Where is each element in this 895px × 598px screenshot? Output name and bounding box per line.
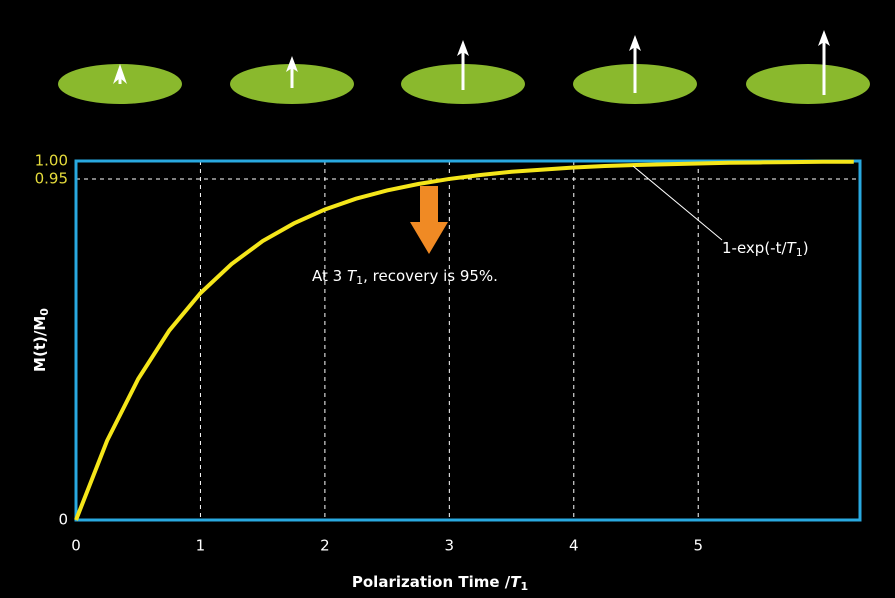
curve-label-part: 1 bbox=[796, 246, 803, 259]
curve-label: 1-exp(-t/T1) bbox=[722, 239, 809, 260]
curve-label-part: 1-exp(-t/ bbox=[722, 239, 787, 257]
x-tick-label: 3 bbox=[445, 537, 455, 555]
plot-area: 0 1 2 3 4 5 0 0.951.00 bbox=[35, 152, 862, 555]
y-tick-label: 1.00 bbox=[35, 152, 68, 170]
spin-arrows bbox=[113, 30, 830, 95]
x-label-part: T bbox=[510, 573, 522, 591]
disc bbox=[746, 64, 870, 104]
annotation-part: , recovery is 95%. bbox=[363, 267, 498, 285]
x-label-part: 1 bbox=[520, 580, 528, 593]
arrow-head bbox=[629, 35, 641, 51]
y-axis-label: M(t)/M0 bbox=[31, 308, 52, 372]
arrow-head bbox=[457, 40, 469, 56]
x-axis-label: Polarization Time /T1 bbox=[352, 573, 528, 594]
x-label-part: Polarization Time / bbox=[352, 573, 511, 591]
arrow-head bbox=[286, 56, 298, 72]
y-tick-label: 0 bbox=[58, 511, 68, 529]
curve-label-part: ) bbox=[803, 239, 809, 257]
annotation-part: At 3 bbox=[312, 267, 347, 285]
curve-label-part: T bbox=[787, 239, 798, 257]
y-tick-label: 0.95 bbox=[35, 169, 68, 187]
plot-border bbox=[74, 159, 862, 522]
x-tick-label: 2 bbox=[320, 537, 330, 555]
annotation-part: 1 bbox=[356, 274, 363, 287]
annotation-part: T bbox=[347, 267, 358, 285]
x-tick-label: 1 bbox=[196, 537, 206, 555]
y-label-part: M(t)/M bbox=[31, 316, 49, 372]
annotation-arrow bbox=[410, 186, 448, 254]
curve bbox=[74, 159, 854, 521]
leader-line bbox=[632, 165, 723, 241]
y-label-part: 0 bbox=[38, 308, 51, 316]
arrow-head bbox=[113, 64, 127, 84]
x-tick-label: 0 bbox=[71, 537, 81, 555]
arrow-head bbox=[818, 30, 830, 46]
x-tick-label: 5 bbox=[693, 537, 703, 555]
x-tick-label: 4 bbox=[569, 537, 579, 555]
annotation: At 3 T1, recovery is 95%. bbox=[312, 267, 498, 288]
